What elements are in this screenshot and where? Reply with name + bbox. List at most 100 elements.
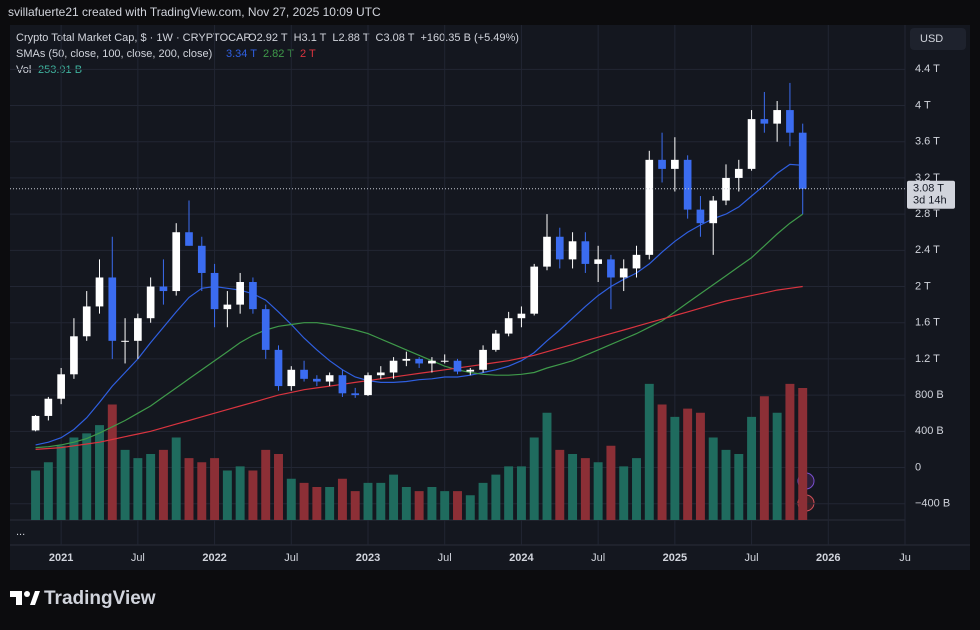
volume-bar [606, 445, 616, 520]
candle-body [159, 286, 168, 292]
last-price-label: 3.08 T [913, 183, 944, 195]
candle-body [31, 415, 40, 431]
volume-bar [670, 416, 680, 520]
volume-bar [95, 425, 104, 520]
candle-body [364, 375, 372, 396]
volume-bar [401, 487, 411, 520]
last-price-box [907, 180, 955, 209]
ohlc-key: H [294, 32, 302, 44]
ohlc-key: O [248, 32, 257, 44]
volume-bar [363, 482, 373, 520]
candle-body [747, 119, 756, 169]
candle-body [249, 282, 257, 310]
volume-bar [389, 474, 399, 520]
y-tick-label: 0 [915, 461, 921, 473]
candle-body [479, 349, 487, 370]
sma-line [35, 213, 804, 449]
logo-icon [10, 591, 40, 605]
volume-bar [683, 408, 693, 520]
sma-value: 3.34 T [226, 48, 257, 60]
currency-box[interactable] [910, 28, 966, 50]
logo-text: TradingView [44, 588, 156, 609]
candle-body [287, 369, 296, 387]
volume-bar [337, 478, 347, 520]
currency[interactable]: USD [920, 33, 943, 45]
candle-body [504, 318, 513, 334]
volume-bar [695, 412, 705, 520]
volume-bar [516, 466, 526, 520]
volume-bar [107, 404, 117, 520]
y-tick-label: 4 T [915, 99, 931, 111]
candle-body [82, 306, 91, 337]
x-tick-label: Jul [745, 552, 759, 564]
x-tick-label: Jul [438, 552, 452, 564]
x-tick-label: Jul [284, 552, 298, 564]
candle-body [134, 318, 142, 341]
more[interactable]: ... [16, 526, 25, 538]
candle-body [402, 358, 411, 361]
x-tick-label: 2022 [202, 552, 226, 564]
volume-bar [235, 466, 245, 520]
volume-bar [593, 462, 603, 520]
candle-body [121, 340, 129, 342]
volume-bar [708, 437, 718, 520]
volume-bar [504, 466, 514, 520]
volume-bar [453, 491, 462, 520]
volume-bar [43, 462, 53, 520]
volume-bar [632, 458, 641, 520]
candle-body [108, 277, 117, 341]
vol-value: 253.91 B [38, 64, 82, 76]
candle-body [57, 374, 65, 399]
volume-bar [619, 466, 629, 520]
volume-bar [146, 454, 156, 520]
volume-bar [734, 454, 744, 520]
volume-bar [785, 383, 795, 520]
candle-body [594, 259, 602, 264]
candle-body [734, 168, 743, 178]
candle-body [645, 159, 654, 255]
x-tick-label: 2025 [663, 552, 687, 564]
volume-bar [261, 449, 271, 520]
y-tick-label: −400 B [915, 498, 950, 510]
sma-line [35, 285, 803, 450]
volume-bar [184, 458, 194, 520]
candle-body [197, 245, 206, 273]
volume-bar [350, 491, 360, 520]
volume-bar [56, 445, 66, 520]
y-tick-label: 400 B [915, 425, 944, 437]
volume-bar [568, 454, 578, 520]
volume-bar [82, 433, 92, 520]
candle-body [696, 209, 705, 224]
candle-body [70, 336, 78, 375]
volume-bar [644, 383, 654, 520]
candle-body [709, 200, 718, 224]
candle-body [95, 277, 104, 307]
candle-body [722, 177, 730, 201]
y-tick-label: 4.4 T [915, 63, 940, 75]
candle-body [172, 232, 181, 292]
ohlc-value: 3.1 T [302, 32, 327, 44]
candle-body [671, 159, 679, 169]
x-tick-label: 2026 [816, 552, 840, 564]
y-tick-label: 2.8 T [915, 208, 940, 220]
volume-bar [427, 487, 437, 520]
sma-values: 3.34 T 2.82 T 2 T [226, 48, 316, 60]
volume-bar [274, 454, 283, 520]
volume-bar [798, 388, 808, 520]
y-tick-label: 1.2 T [915, 353, 940, 365]
volume-bar [414, 491, 424, 520]
ohlc-key: C [376, 32, 384, 44]
y-tick-label: 2 T [915, 280, 931, 292]
candle-body [658, 159, 666, 169]
change: +160.35 B (+5.49%) [420, 32, 518, 44]
candle-body [786, 110, 794, 133]
volume-bar [158, 449, 168, 520]
volume-bar [747, 416, 757, 520]
ohlc-value: 2.88 T [339, 32, 370, 44]
ohlc-value: 3.08 T [383, 32, 414, 44]
volume-bar [197, 462, 207, 520]
volume-bar [31, 470, 41, 520]
sma-label: SMAs (50, close, 100, close, 200, close) [16, 48, 212, 60]
volume-bar [248, 470, 258, 520]
volume-bar [312, 487, 322, 520]
